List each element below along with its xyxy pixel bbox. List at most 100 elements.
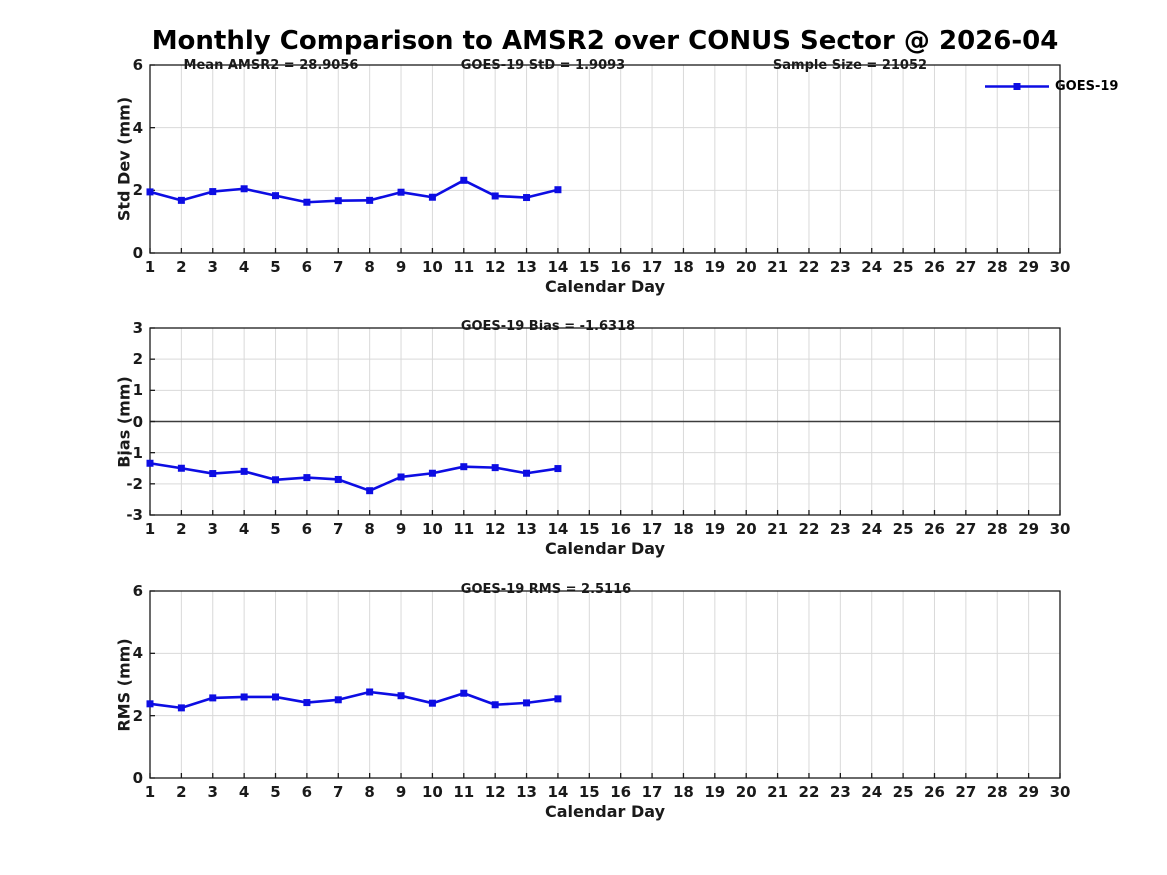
y-tick-label: 6	[132, 582, 143, 600]
y-tick-label: 2	[132, 706, 143, 725]
data-point-marker	[240, 693, 248, 701]
x-axis-label-bias: Calendar Day	[545, 539, 665, 558]
y-tick-label: 0	[132, 412, 143, 431]
data-point-marker	[303, 198, 311, 206]
y-tick-label: -2	[126, 474, 143, 493]
x-tick-label: 23	[829, 783, 851, 801]
x-tick-label: 7	[333, 520, 344, 538]
x-tick-label: 20	[735, 520, 757, 538]
annotation-goes19-bias: GOES-19 Bias = -1.6318	[460, 319, 636, 334]
x-tick-label: 25	[892, 783, 914, 801]
y-tick-label: 4	[132, 118, 143, 137]
x-tick-label: 10	[421, 258, 443, 276]
annotation-goes19-rms: GOES-19 RMS = 2.5116	[460, 582, 632, 597]
data-point-marker	[209, 694, 217, 702]
x-tick-label: 1	[144, 520, 156, 538]
y-tick-label: -1	[126, 443, 143, 462]
x-tick-label: 17	[641, 520, 663, 538]
x-tick-label: 23	[829, 520, 851, 538]
x-tick-label: 9	[395, 520, 407, 538]
x-tick-label: 19	[704, 783, 726, 801]
data-point-marker	[334, 475, 342, 483]
data-point-marker	[177, 464, 185, 472]
x-tick-label: 1	[144, 783, 156, 801]
x-tick-label: 12	[484, 783, 506, 801]
x-tick-label: 16	[610, 783, 632, 801]
x-tick-label: 29	[1018, 520, 1040, 538]
x-tick-label: 25	[892, 258, 914, 276]
x-tick-label: 8	[364, 783, 375, 801]
x-tick-label: 24	[861, 258, 883, 276]
x-tick-label: 4	[238, 258, 250, 276]
x-tick-label: 27	[955, 520, 977, 538]
x-tick-label: 14	[547, 783, 569, 801]
y-tick-label: 0	[132, 244, 143, 262]
data-point-marker	[146, 700, 154, 708]
x-tick-label: 25	[892, 520, 914, 538]
x-tick-label: 9	[395, 783, 407, 801]
x-tick-label: 7	[333, 783, 344, 801]
x-tick-label: 24	[861, 783, 883, 801]
x-tick-label: 13	[516, 258, 537, 276]
x-tick-label: 9	[395, 258, 407, 276]
data-point-marker	[523, 469, 531, 477]
data-point-marker	[523, 699, 531, 707]
x-tick-label: 30	[1049, 520, 1071, 538]
data-point-marker	[334, 696, 342, 704]
x-tick-label: 16	[610, 520, 632, 538]
data-point-marker	[554, 465, 562, 473]
x-tick-label: 10	[421, 520, 443, 538]
x-tick-label: 20	[735, 258, 757, 276]
x-tick-label: 27	[955, 783, 977, 801]
x-tick-label: 7	[333, 258, 344, 276]
data-point-marker	[272, 476, 280, 484]
x-tick-label: 12	[484, 258, 506, 276]
x-tick-label: 4	[238, 520, 250, 538]
x-axis-label-rms: Calendar Day	[545, 802, 665, 821]
x-axis-label-stddev: Calendar Day	[545, 277, 665, 296]
annotation-goes19-std: GOES-19 StD = 1.9093	[460, 58, 626, 73]
x-tick-label: 14	[547, 258, 569, 276]
x-tick-label: 11	[453, 258, 475, 276]
y-tick-label: 6	[132, 56, 143, 74]
x-tick-label: 17	[641, 783, 663, 801]
data-point-marker	[491, 192, 499, 200]
x-tick-label: 3	[207, 520, 218, 538]
x-tick-label: 18	[673, 520, 694, 538]
x-tick-label: 5	[270, 258, 281, 276]
x-tick-label: 21	[767, 258, 789, 276]
x-tick-label: 15	[578, 258, 600, 276]
data-point-marker	[397, 188, 405, 196]
x-tick-label: 6	[301, 258, 313, 276]
series-line-goes-19	[149, 461, 559, 492]
y-tick-label: 2	[132, 350, 143, 369]
x-tick-label: 26	[924, 783, 945, 801]
x-tick-label: 5	[270, 520, 281, 538]
x-tick-label: 23	[829, 258, 851, 276]
x-tick-label: 29	[1018, 258, 1040, 276]
data-point-marker	[366, 688, 374, 696]
data-point-marker	[334, 197, 342, 205]
x-tick-label: 26	[924, 520, 945, 538]
y-tick-label: 3	[132, 319, 143, 337]
data-point-marker	[460, 176, 468, 184]
x-tick-label: 22	[798, 520, 820, 538]
x-tick-label: 16	[610, 258, 632, 276]
data-point-marker	[209, 470, 217, 478]
x-tick-label: 21	[767, 783, 789, 801]
data-point-marker	[366, 196, 374, 204]
legend-line-sample	[985, 83, 1049, 90]
series-line-goes-19	[149, 179, 559, 204]
data-point-marker	[272, 192, 280, 200]
y-tick-label: 0	[132, 769, 143, 787]
x-tick-label: 29	[1018, 783, 1040, 801]
data-point-marker	[209, 188, 217, 196]
data-point-marker	[491, 464, 499, 472]
data-point-marker	[428, 469, 436, 477]
x-tick-label: 8	[364, 258, 375, 276]
x-tick-label: 30	[1049, 258, 1071, 276]
x-tick-label: 19	[704, 520, 726, 538]
y-axis-label-rms: RMS (mm)	[114, 638, 134, 732]
